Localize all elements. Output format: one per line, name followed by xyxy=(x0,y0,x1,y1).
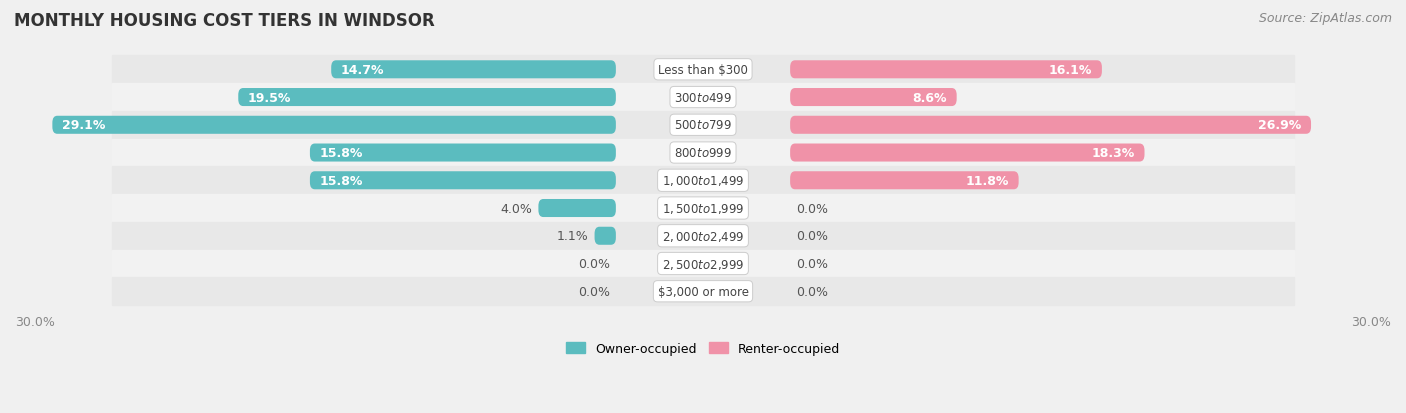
Text: $2,000 to $2,499: $2,000 to $2,499 xyxy=(662,229,744,243)
Text: MONTHLY HOUSING COST TIERS IN WINDSOR: MONTHLY HOUSING COST TIERS IN WINDSOR xyxy=(14,12,434,30)
Bar xyxy=(112,250,1294,278)
FancyBboxPatch shape xyxy=(595,227,616,245)
FancyBboxPatch shape xyxy=(52,116,616,135)
Text: 0.0%: 0.0% xyxy=(796,285,828,298)
Text: $1,000 to $1,499: $1,000 to $1,499 xyxy=(662,174,744,188)
FancyBboxPatch shape xyxy=(790,116,1310,135)
Text: 8.6%: 8.6% xyxy=(912,91,948,104)
Bar xyxy=(112,222,1294,250)
Text: Less than $300: Less than $300 xyxy=(658,64,748,76)
Text: 1.1%: 1.1% xyxy=(557,230,589,243)
Legend: Owner-occupied, Renter-occupied: Owner-occupied, Renter-occupied xyxy=(561,337,845,360)
FancyBboxPatch shape xyxy=(238,89,616,107)
Bar xyxy=(112,84,1294,112)
Text: 18.3%: 18.3% xyxy=(1091,147,1135,160)
Text: 19.5%: 19.5% xyxy=(247,91,291,104)
Text: $1,500 to $1,999: $1,500 to $1,999 xyxy=(662,202,744,216)
Text: $2,500 to $2,999: $2,500 to $2,999 xyxy=(662,257,744,271)
Text: Source: ZipAtlas.com: Source: ZipAtlas.com xyxy=(1258,12,1392,25)
FancyBboxPatch shape xyxy=(332,61,616,79)
Text: 4.0%: 4.0% xyxy=(501,202,533,215)
FancyBboxPatch shape xyxy=(790,89,956,107)
Bar xyxy=(112,167,1294,195)
Bar xyxy=(112,195,1294,222)
Text: 29.1%: 29.1% xyxy=(62,119,105,132)
Text: 0.0%: 0.0% xyxy=(578,285,610,298)
Text: $800 to $999: $800 to $999 xyxy=(673,147,733,160)
Text: 16.1%: 16.1% xyxy=(1049,64,1092,76)
Text: 14.7%: 14.7% xyxy=(340,64,384,76)
Text: $300 to $499: $300 to $499 xyxy=(673,91,733,104)
Bar xyxy=(112,278,1294,305)
Text: 0.0%: 0.0% xyxy=(796,257,828,271)
FancyBboxPatch shape xyxy=(790,144,1144,162)
Bar xyxy=(112,139,1294,167)
Text: $500 to $799: $500 to $799 xyxy=(673,119,733,132)
FancyBboxPatch shape xyxy=(790,61,1102,79)
Text: 0.0%: 0.0% xyxy=(578,257,610,271)
Text: $3,000 or more: $3,000 or more xyxy=(658,285,748,298)
FancyBboxPatch shape xyxy=(538,199,616,218)
FancyBboxPatch shape xyxy=(790,172,1018,190)
Text: 11.8%: 11.8% xyxy=(966,174,1010,188)
FancyBboxPatch shape xyxy=(309,144,616,162)
Bar xyxy=(112,112,1294,139)
Text: 26.9%: 26.9% xyxy=(1258,119,1302,132)
Bar xyxy=(112,56,1294,84)
Text: 15.8%: 15.8% xyxy=(319,174,363,188)
Text: 0.0%: 0.0% xyxy=(796,230,828,243)
Text: 0.0%: 0.0% xyxy=(796,202,828,215)
FancyBboxPatch shape xyxy=(309,172,616,190)
Text: 15.8%: 15.8% xyxy=(319,147,363,160)
